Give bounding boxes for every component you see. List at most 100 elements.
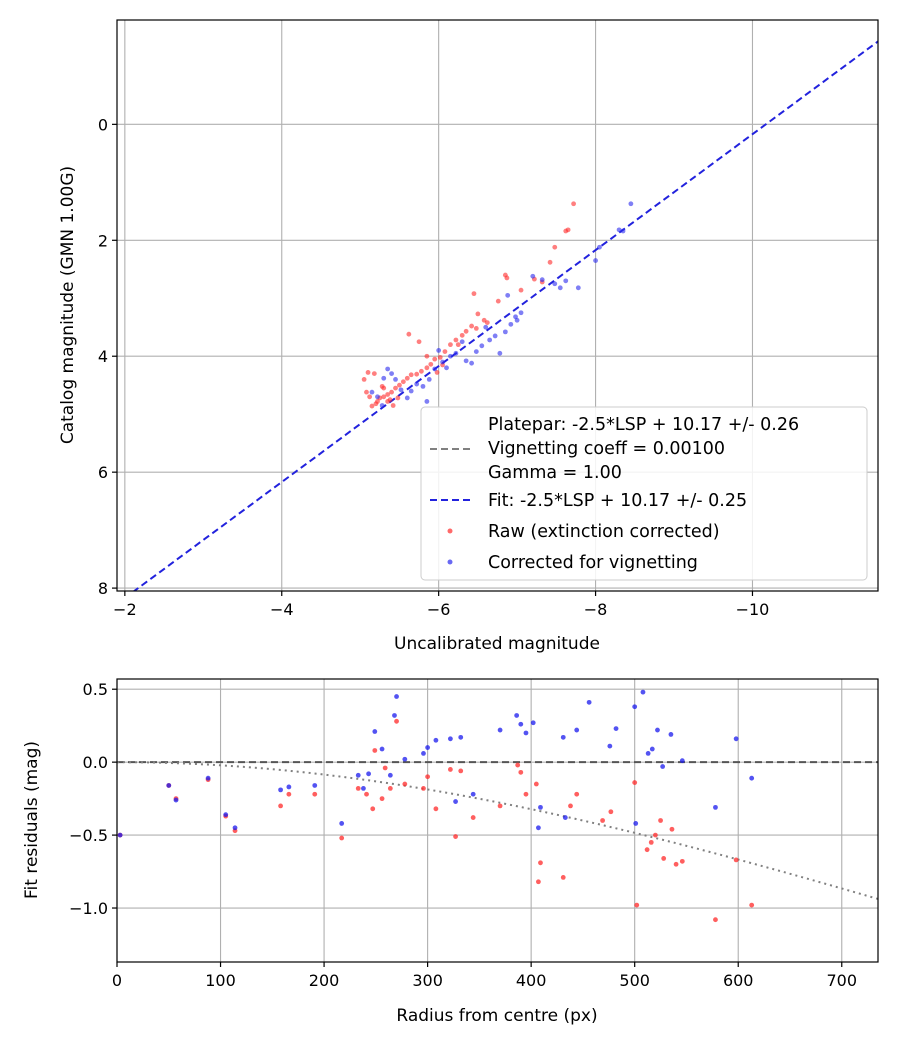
top-point-raw [400, 379, 406, 385]
bot-point-raw [394, 718, 399, 724]
bot-point-corrected [392, 713, 397, 718]
top-point-raw [563, 228, 569, 234]
top-point-corrected [479, 343, 485, 349]
bot-y-tick-label: 0.5 [83, 680, 108, 699]
top-point-corrected [505, 292, 511, 298]
top-x-tick-label: −10 [736, 600, 770, 619]
top-point-raw [404, 375, 410, 381]
bot-point-raw [355, 786, 361, 791]
bot-point-corrected [655, 727, 660, 733]
bot-point-corrected [633, 821, 639, 826]
bot-point-raw [458, 768, 464, 774]
top-point-raw [459, 332, 465, 338]
bot-x-tick-label: 500 [619, 971, 650, 990]
top-x-tick-label: −4 [270, 600, 294, 619]
bot-point-corrected [518, 721, 524, 727]
bot-point-raw [372, 748, 378, 753]
top-x-tick-label: −2 [113, 600, 137, 619]
bot-point-corrected [339, 821, 345, 826]
top-point-raw [385, 392, 391, 397]
top-point-corrected [424, 399, 430, 404]
bot-point-raw [632, 780, 638, 785]
top-point-raw [408, 372, 414, 378]
bot-point-corrected [538, 804, 543, 810]
top-point-corrected [448, 353, 453, 359]
top-point-raw [453, 337, 459, 343]
bot-x-tick-label: 700 [826, 971, 857, 990]
bot-point-raw [312, 791, 318, 797]
bot-point-raw [733, 857, 739, 863]
bot-point-corrected [421, 751, 426, 756]
top-point-raw [547, 259, 553, 265]
bot-point-raw [713, 917, 718, 923]
bot-point-raw [387, 786, 393, 791]
bot-point-raw [600, 818, 605, 823]
bot-y-tick-label: −0.5 [69, 826, 108, 845]
legend-fit-label: Fit: -2.5*LSP + 10.17 +/- 0.25 [488, 491, 747, 511]
bot-point-corrected [470, 791, 476, 797]
bot-point-raw [523, 791, 529, 797]
bot-point-raw [658, 818, 663, 823]
top-point-corrected [408, 388, 414, 394]
residuals-chart: 0 100 200 300 400 500 600 700 0.5 0.0 −0.5 −1.0 Rad… [22, 678, 879, 1026]
bot-point-corrected [536, 825, 541, 831]
bot-point-corrected [497, 727, 503, 733]
top-y-tick-label: 8 [98, 579, 108, 598]
top-point-corrected [440, 359, 445, 365]
bot-point-corrected [523, 730, 529, 736]
top-point-raw [364, 389, 369, 395]
bot-point-raw [669, 826, 675, 832]
bot-point-corrected [645, 751, 651, 756]
bot-point-corrected [560, 734, 566, 740]
top-point-raw [381, 394, 387, 400]
top-point-raw [395, 395, 401, 401]
top-point-raw [393, 385, 398, 391]
bot-point-raw [339, 835, 345, 841]
top-x-tick-label: −6 [427, 600, 451, 619]
bot-point-corrected [433, 737, 439, 743]
bot-point-raw [679, 858, 685, 864]
bot-point-raw [402, 781, 408, 787]
bot-point-corrected [530, 720, 536, 726]
top-point-raw [361, 377, 367, 382]
calibration-frame [116, 19, 879, 592]
bot-point-raw [661, 856, 667, 861]
bot-point-raw [574, 791, 580, 797]
bot-point-corrected [394, 694, 399, 699]
top-point-raw [473, 326, 479, 331]
bot-point-raw [515, 762, 521, 768]
bot-point-corrected [660, 764, 666, 769]
legend-corrected-label: Corrected for vignetting [488, 553, 698, 573]
top-point-corrected [483, 324, 489, 330]
top-point-raw [475, 311, 481, 317]
top-point-corrected [628, 201, 634, 207]
bot-point-corrected [453, 799, 458, 804]
legend-platepar-label: Platepar: -2.5*LSP + 10.17 +/- 0.26 [488, 415, 799, 435]
bot-point-raw [538, 860, 543, 866]
top-point-raw [442, 349, 448, 354]
top-point-corrected [552, 281, 558, 287]
top-point-raw [369, 403, 375, 409]
bot-point-corrected [117, 832, 123, 838]
top-point-corrected [539, 277, 545, 283]
bot-point-raw [425, 774, 431, 780]
bot-point-corrected [613, 726, 619, 731]
bot-point-raw [568, 803, 573, 809]
top-point-corrected [444, 365, 449, 371]
top-point-raw [571, 201, 576, 207]
bot-x-tick-label: 400 [516, 971, 547, 990]
top-point-corrected [497, 350, 503, 356]
calibration-points [361, 201, 634, 409]
bot-point-raw [470, 815, 476, 820]
top-point-corrected [514, 317, 520, 323]
top-point-corrected [597, 244, 602, 250]
residuals-points [117, 689, 755, 923]
bot-point-corrected [514, 713, 520, 718]
bot-point-corrected [607, 743, 613, 749]
top-point-corrected [463, 358, 469, 364]
top-point-corrected [414, 381, 420, 387]
bot-point-corrected [640, 689, 646, 695]
bot-point-raw [533, 781, 539, 787]
legend-box [420, 406, 868, 581]
